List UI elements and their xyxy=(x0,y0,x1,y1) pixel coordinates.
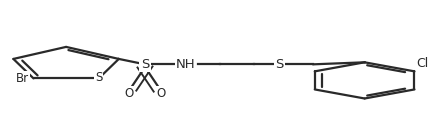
Text: NH: NH xyxy=(175,58,195,71)
Text: S: S xyxy=(95,71,102,84)
Text: O: O xyxy=(124,87,133,100)
Text: S: S xyxy=(141,58,149,71)
Text: O: O xyxy=(156,87,166,100)
Text: S: S xyxy=(274,58,283,71)
Text: Cl: Cl xyxy=(416,57,428,70)
Text: Br: Br xyxy=(16,72,29,85)
